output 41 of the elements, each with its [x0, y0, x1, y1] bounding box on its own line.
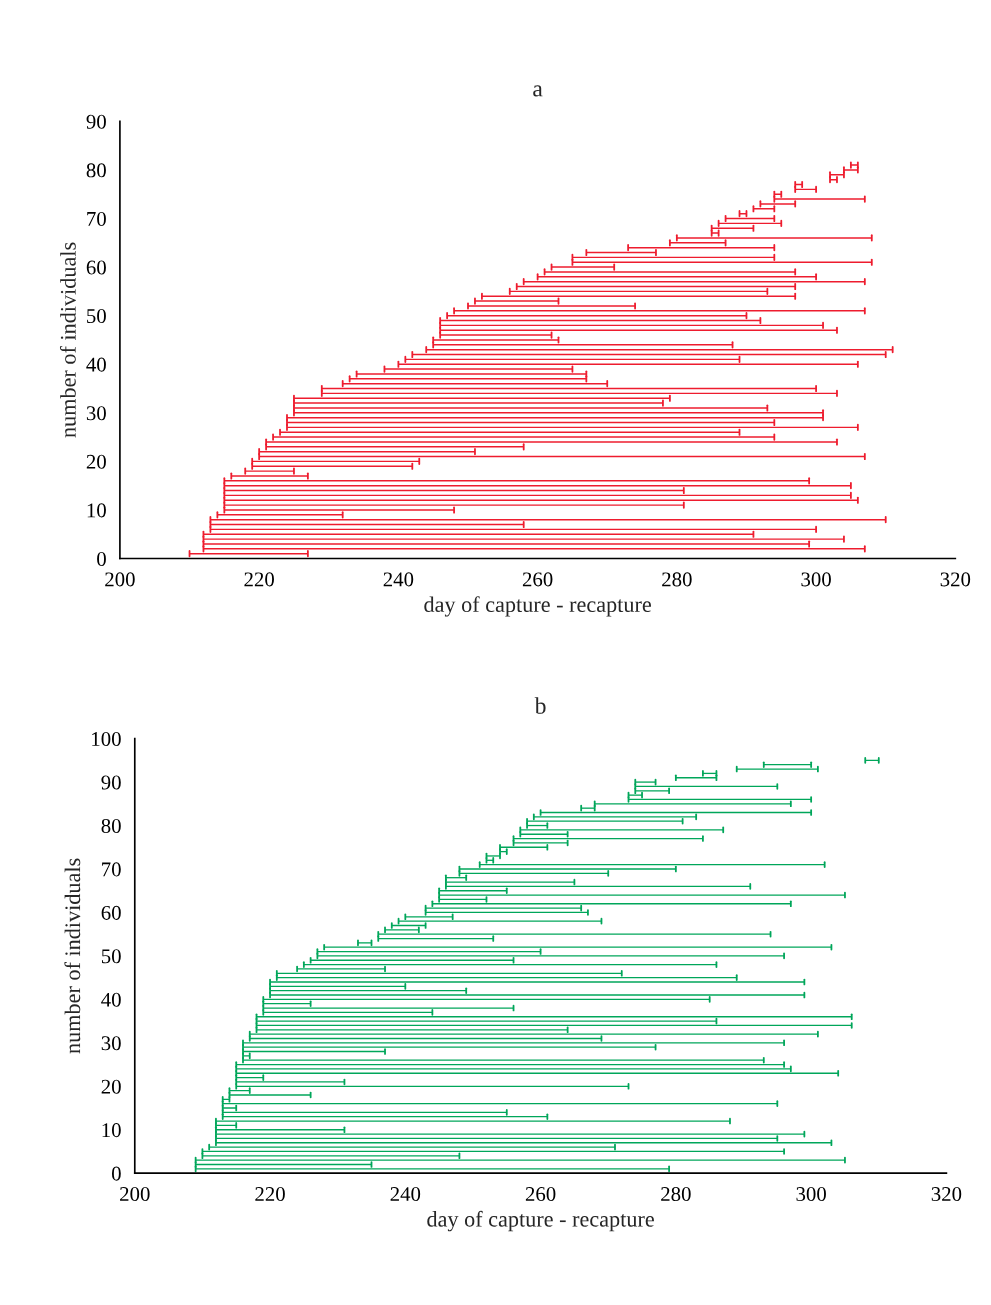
y-tick-label: 0: [97, 551, 106, 566]
y-tick-label: 40: [101, 992, 121, 1007]
x-tick-label: 280: [661, 1186, 691, 1202]
y-tick-label: 80: [86, 163, 106, 178]
x-axis-title: day of capture - recapture: [424, 596, 651, 617]
y-tick-label: 70: [102, 862, 121, 877]
x-tick-label: 300: [796, 1186, 826, 1202]
y-axis-title: number of individuals: [59, 242, 76, 438]
y-tick-label: 100: [92, 732, 121, 747]
y-tick-label: 20: [101, 1079, 121, 1094]
x-tick-label: 280: [662, 572, 692, 587]
x-tick-label: 320: [940, 572, 971, 587]
y-tick-label: 80: [101, 818, 121, 833]
y-tick-label: 20: [86, 454, 106, 469]
y-tick-label: 50: [87, 309, 106, 324]
x-tick-label: 260: [525, 1186, 556, 1202]
x-tick-label: 200: [120, 1186, 150, 1202]
y-tick-label: 30: [86, 406, 106, 421]
x-tick-label: 320: [931, 1186, 962, 1202]
y-tick-label: 10: [87, 503, 106, 518]
chart-title: a: [533, 85, 543, 97]
chart-title: b: [534, 697, 546, 714]
x-tick-label: 300: [801, 572, 831, 587]
y-tick-label: 90: [101, 775, 121, 790]
y-tick-label: 60: [86, 260, 106, 275]
y-tick-label: 40: [86, 357, 106, 372]
x-tick-label: 200: [105, 572, 135, 587]
y-tick-label: 0: [111, 1166, 121, 1181]
y-tick-label: 70: [87, 211, 106, 226]
x-axis-title: day of capture - recapture: [427, 1210, 654, 1232]
y-tick-label: 90: [86, 114, 106, 129]
x-tick-label: 260: [522, 572, 553, 587]
x-tick-label: 240: [390, 1186, 421, 1202]
y-tick-label: 60: [101, 905, 121, 920]
y-tick-label: 10: [102, 1123, 121, 1138]
x-tick-label: 220: [244, 572, 274, 587]
y-axis-title: number of individuals: [64, 858, 81, 1054]
y-tick-label: 30: [101, 1036, 121, 1051]
y-tick-label: 50: [101, 949, 121, 964]
x-tick-label: 220: [255, 1186, 285, 1202]
x-tick-label: 240: [383, 572, 414, 587]
